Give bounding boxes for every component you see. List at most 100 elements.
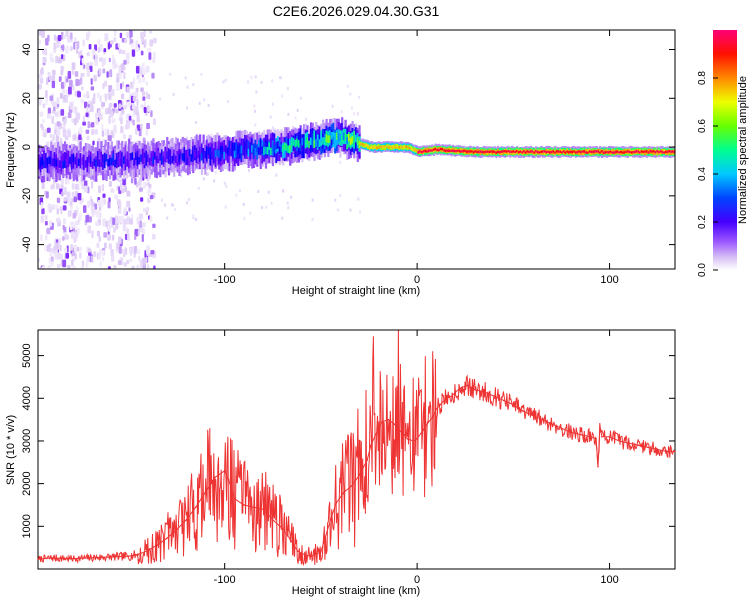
heat-cell	[238, 188, 241, 192]
snr-data-point	[560, 427, 563, 429]
heat-cell	[58, 76, 62, 83]
snr-y-ticks: 1000 2000 3000 4000 5000	[21, 343, 675, 539]
heat-cell	[192, 214, 195, 218]
heat-cell	[71, 182, 75, 190]
heat-cell	[443, 149, 446, 152]
heat-cell	[72, 85, 75, 91]
heat-cell	[255, 90, 258, 94]
heat-cell	[341, 135, 344, 143]
heat-cell	[318, 139, 321, 147]
heat-cell	[79, 252, 82, 259]
heat-cell	[141, 222, 146, 228]
heat-cell	[131, 265, 135, 269]
heat-cell	[63, 95, 66, 102]
heat-cell	[247, 80, 250, 84]
heat-cell	[69, 156, 72, 165]
snr-data-point	[551, 423, 553, 425]
heat-cell	[250, 75, 253, 79]
heat-cell	[77, 91, 81, 98]
heat-cell	[49, 220, 52, 227]
heat-cell	[296, 138, 299, 147]
heat-cell	[114, 194, 119, 200]
heat-cell	[60, 109, 65, 116]
heat-cell	[99, 95, 102, 102]
heat-cell	[101, 184, 105, 192]
heat-cell	[552, 150, 555, 153]
heat-cell	[39, 159, 42, 168]
heat-cell	[60, 81, 65, 89]
heat-cell	[457, 149, 460, 152]
heat-cell	[200, 143, 204, 159]
heat-cell	[107, 107, 112, 115]
heat-cell	[167, 156, 171, 164]
heat-cell	[98, 185, 101, 194]
heat-cell	[86, 135, 90, 141]
snr-data-point	[310, 555, 313, 557]
y-tick-label: 20	[21, 92, 33, 104]
heat-cell	[102, 154, 105, 170]
heat-cell	[93, 93, 96, 100]
heat-cell	[242, 138, 245, 155]
heat-cell	[231, 142, 235, 159]
heat-cell	[374, 146, 377, 149]
heat-cell	[651, 150, 654, 153]
heat-cell	[110, 40, 114, 45]
heat-cell	[108, 57, 111, 63]
heat-cell	[116, 199, 121, 206]
heat-cell	[143, 157, 146, 166]
heat-cell	[146, 264, 150, 269]
heat-cell	[57, 34, 62, 42]
heat-cell	[142, 68, 147, 75]
snr-data-point	[195, 506, 197, 508]
heat-cell	[164, 151, 167, 159]
heat-cell	[488, 150, 491, 154]
heat-cell	[394, 146, 397, 149]
heat-cell	[160, 198, 163, 202]
heat-cell	[108, 266, 111, 269]
heat-cell	[108, 180, 112, 187]
heat-cell	[524, 151, 527, 154]
heat-cell	[128, 152, 131, 169]
heat-cell	[138, 156, 141, 165]
heat-cell	[588, 150, 591, 153]
heat-cell	[142, 62, 145, 69]
heat-cell	[474, 150, 477, 153]
heat-cell	[71, 62, 76, 71]
y-tick-label: 40	[21, 43, 33, 55]
heat-cell	[71, 191, 75, 197]
heat-cell	[106, 71, 109, 78]
colorbar-tick-label: 0.4	[697, 167, 708, 181]
heat-cell	[606, 150, 609, 154]
heat-cell	[282, 144, 285, 153]
snr-data-point	[397, 427, 399, 429]
spectrogram-x-label: Height of straight line (km)	[292, 285, 420, 297]
heat-cell	[56, 97, 60, 105]
heat-cell	[73, 118, 77, 126]
heat-cell	[595, 150, 598, 153]
heat-cell	[228, 148, 231, 157]
heat-cell	[65, 30, 68, 37]
snr-data-point	[531, 414, 534, 417]
heat-cell	[185, 150, 188, 159]
heat-cell	[666, 150, 669, 153]
heat-cell	[51, 80, 56, 89]
heat-cell	[351, 136, 354, 144]
heat-cell	[107, 234, 112, 240]
heat-cell	[562, 150, 566, 153]
heat-cell	[152, 118, 157, 125]
heat-cell	[299, 96, 302, 100]
heat-cell	[62, 34, 66, 39]
heat-cell	[331, 104, 334, 108]
heat-cell	[359, 210, 362, 214]
heat-cell	[145, 81, 148, 86]
heat-cell	[73, 196, 78, 203]
heat-cell	[41, 157, 44, 165]
heat-cell	[147, 93, 151, 100]
heat-cell	[151, 72, 155, 79]
heat-cell	[76, 117, 79, 124]
heat-cell	[124, 207, 127, 215]
heat-cell	[83, 159, 86, 167]
snr-data-point	[493, 395, 495, 397]
heat-cell	[526, 150, 529, 153]
heat-cell	[51, 116, 55, 124]
